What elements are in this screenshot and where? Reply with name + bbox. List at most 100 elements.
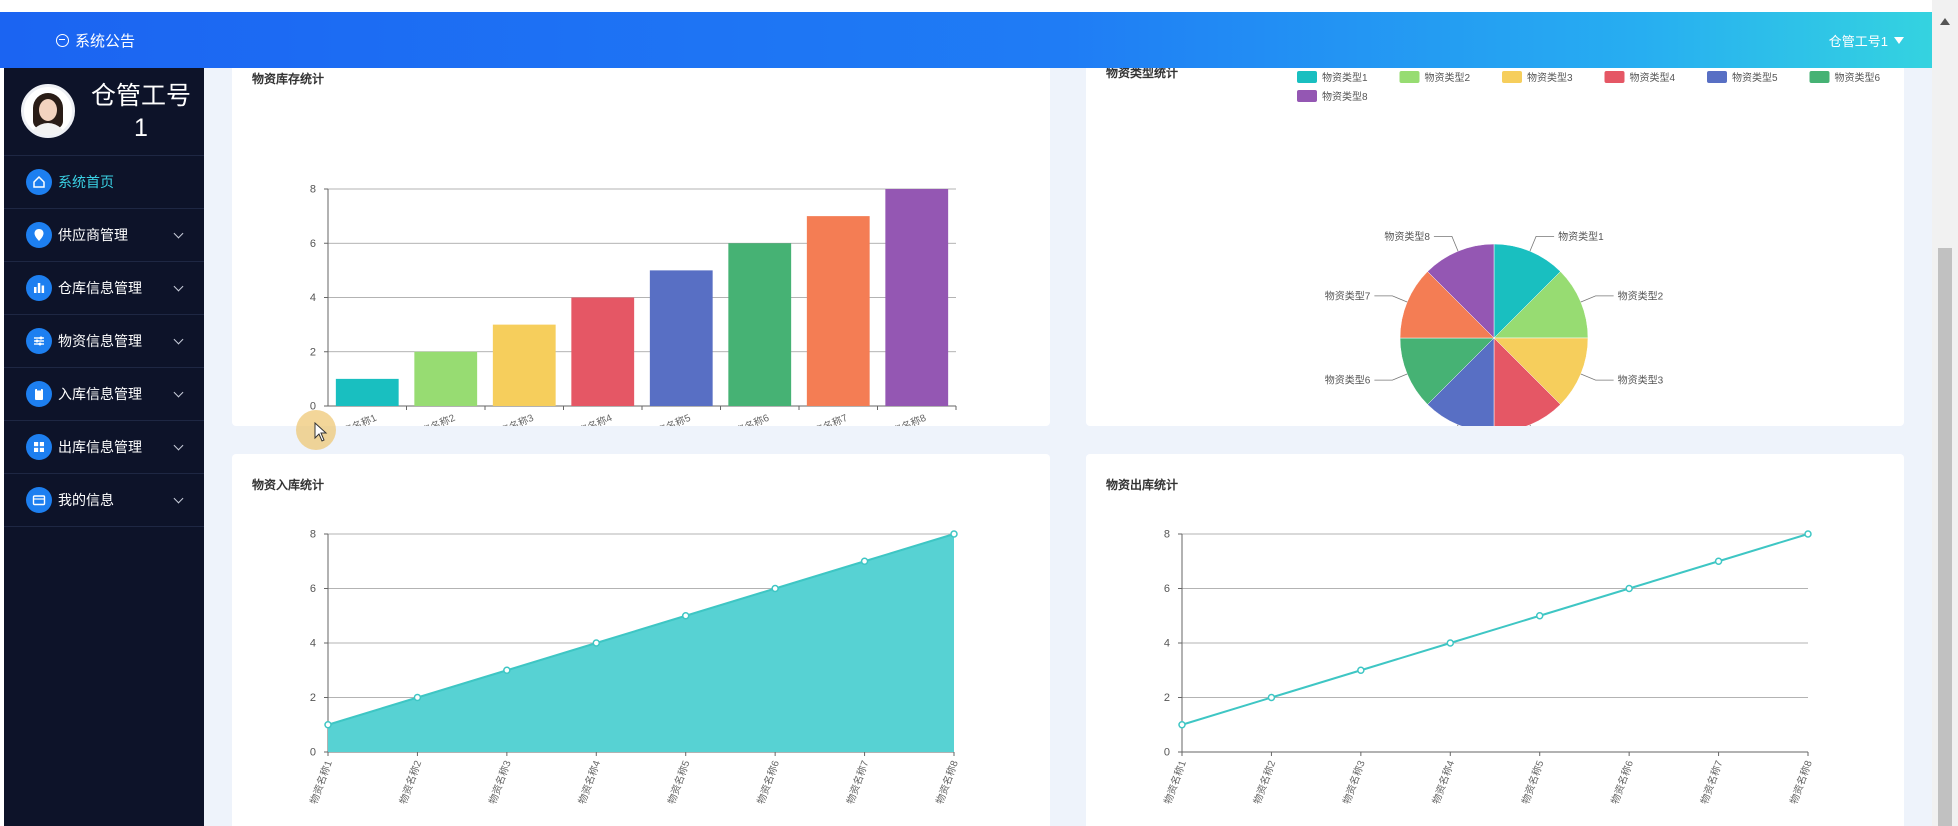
x-tick-label: 物资名称3 — [486, 758, 514, 806]
bar-8 — [885, 189, 949, 406]
sidebar-menu: 系统首页供应商管理仓库信息管理物资信息管理入库信息管理出库信息管理我的信息 — [4, 156, 204, 527]
pie-label: 物资类型2 — [1618, 289, 1664, 302]
stock-chart-card: 物资库存统计 0 2 4 6 8 物资名称1 物资名称2 物资名称3 物资名称4 物资名称5 物资名… — [232, 68, 1050, 426]
sidebar-item-4[interactable]: 物资信息管理 — [4, 315, 204, 368]
bar-2 — [414, 351, 478, 406]
clipboard-icon — [26, 381, 52, 407]
legend-swatch — [1809, 71, 1830, 83]
y-tick-label: 0 — [1164, 747, 1170, 759]
x-tick-label: 物资名称7 — [844, 758, 872, 806]
home-icon — [26, 169, 52, 195]
y-tick-label: 6 — [310, 238, 316, 250]
x-tick-label: 物资名称5 — [665, 758, 693, 806]
x-tick-label: 物资名称5 — [1519, 758, 1547, 806]
x-tick-label: 物资名称3 — [1340, 758, 1368, 806]
x-tick-label: 物资名称4 — [567, 411, 614, 426]
y-tick-label: 6 — [310, 583, 316, 595]
data-point-2 — [413, 693, 422, 702]
data-point-5 — [681, 612, 690, 620]
chevron-down-icon — [173, 334, 184, 345]
pie-label: 物资类型7 — [1325, 289, 1371, 302]
pie-slice-3 — [1493, 337, 1589, 405]
y-tick-label: 8 — [310, 184, 316, 196]
data-point-5 — [1535, 612, 1544, 620]
id-card-icon — [26, 487, 52, 513]
system-notice-link[interactable]: 系统公告 — [56, 12, 135, 68]
data-point-8 — [1804, 530, 1812, 538]
legend-label: 物资类型2 — [1425, 71, 1471, 84]
x-tick-label: 物资名称1 — [307, 758, 335, 806]
x-tick-label: 物资名称1 — [332, 411, 379, 426]
message-icon — [56, 33, 69, 47]
bar-5 — [649, 270, 713, 406]
x-tick-label: 物资名称8 — [933, 758, 961, 806]
data-point-7 — [860, 557, 869, 565]
type-pie-chart: 物资类型1 物资类型2 物资类型3 物资类型4 物资类型5 物资类型6 物资类型7 物资类型8… — [1297, 71, 1881, 426]
data-point-4 — [592, 639, 601, 647]
legend-swatch — [1297, 71, 1317, 83]
pie-label: 物资类型6 — [1325, 374, 1371, 387]
sidebar: 仓管工号1 系统首页 供应商管理 仓库信息管理 物资信息管理 入库信息管理 出库信息管理我… — [4, 68, 204, 826]
pie-slice-1 — [1493, 243, 1561, 339]
x-tick-label: 物资名称1 — [1161, 758, 1189, 806]
scrollbar-thumb[interactable] — [1938, 248, 1952, 826]
chevron-down-icon — [173, 440, 184, 451]
pie-label: 物资类型3 — [1618, 374, 1664, 387]
series-line — [1181, 533, 1809, 726]
sidebar-item-label: 系统首页 — [58, 174, 114, 190]
legend-label: 物资类型1 — [1322, 71, 1368, 84]
legend-swatch — [1399, 71, 1420, 83]
pie-slice-2 — [1493, 271, 1589, 339]
sidebar-item-7[interactable]: 我的信息 — [4, 474, 204, 527]
sidebar-item-label: 物资信息管理 — [58, 333, 142, 349]
pie-label-line — [1374, 295, 1408, 303]
x-tick-label: 物资名称7 — [803, 411, 850, 426]
x-tick-label: 物资名称6 — [1608, 758, 1636, 806]
y-tick-label: 2 — [310, 346, 316, 358]
bar-chart-icon — [26, 275, 52, 301]
y-tick-label: 2 — [310, 692, 316, 704]
inbound-chart-title: 物资入库统计 — [252, 478, 325, 492]
y-tick-label: 4 — [1164, 638, 1170, 650]
pie-label-line — [1529, 424, 1531, 426]
pie-label-line — [1457, 424, 1459, 426]
sidebar-item-3[interactable]: 仓库信息管理 — [4, 262, 204, 315]
inbound-area-chart: 0 2 4 6 8 物资名称1 物资名称2 物资名称3 物资名称4 物资名称5 物资名称6 物资名称7… — [307, 529, 961, 806]
chevron-down-icon — [173, 493, 184, 504]
pie-label: 物资类型8 — [1384, 230, 1430, 243]
user-dropdown-label: 仓管工号1 — [1828, 33, 1888, 49]
sidebar-item-label: 出库信息管理 — [58, 439, 142, 455]
chevron-down-icon — [173, 387, 184, 398]
type-chart-title: 物资类型统计 — [1106, 68, 1179, 80]
x-tick-label: 物资名称2 — [1250, 758, 1278, 806]
data-point-3 — [1357, 666, 1365, 674]
legend-label: 物资类型4 — [1630, 71, 1676, 84]
sidebar-item-1[interactable]: 系统首页 — [4, 156, 204, 209]
type-chart-card: 物资类型统计 物资类型1 物资类型2 物资类型3 物资类型4 物资类型5 物资类型6 物资类… — [1086, 68, 1904, 426]
data-point-3 — [503, 666, 511, 674]
x-tick-label: 物资名称5 — [646, 411, 693, 426]
legend-label: 物资类型6 — [1835, 71, 1881, 84]
area-fill — [328, 534, 954, 752]
bar-1 — [335, 378, 399, 406]
legend-label: 物资类型5 — [1732, 71, 1778, 84]
y-tick-label: 2 — [1164, 692, 1170, 704]
page-scrollbar[interactable] — [1932, 0, 1958, 826]
bar-6 — [728, 243, 792, 406]
sidebar-item-5[interactable]: 入库信息管理 — [4, 368, 204, 421]
y-tick-label: 6 — [1164, 583, 1170, 595]
x-tick-label: 物资名称6 — [754, 758, 782, 806]
data-point-1 — [1178, 721, 1186, 729]
pie-label: 物资类型1 — [1558, 230, 1604, 243]
series-line — [327, 533, 955, 726]
x-tick-label: 物资名称4 — [1429, 758, 1457, 806]
user-dropdown[interactable]: 仓管工号1 — [1829, 12, 1904, 68]
dashboard-main: 物资库存统计 0 2 4 6 8 物资名称1 物资名称2 物资名称3 物资名称4 物资名称5 物资名… — [204, 68, 1932, 826]
mouse-pointer-icon — [314, 422, 328, 442]
pie-label-line — [1374, 373, 1408, 381]
sidebar-item-label: 供应商管理 — [58, 227, 128, 243]
scroll-up-arrow-icon[interactable] — [1940, 18, 1950, 25]
sidebar-item-6[interactable]: 出库信息管理 — [4, 421, 204, 474]
sidebar-item-2[interactable]: 供应商管理 — [4, 209, 204, 262]
